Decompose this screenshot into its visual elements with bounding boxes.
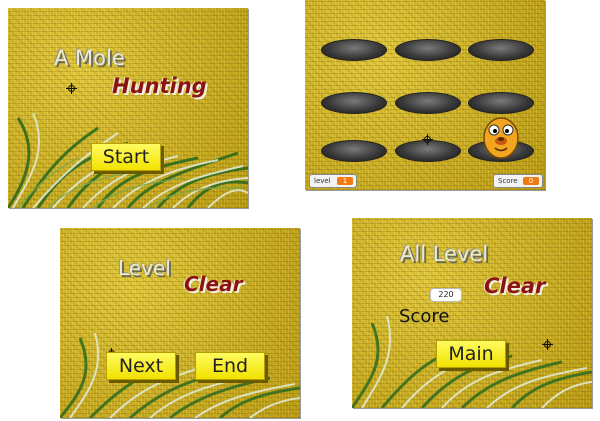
level-indicator: level 1 xyxy=(309,174,357,188)
final-score-value: 220 xyxy=(430,288,462,302)
score-indicator: Score 0 xyxy=(493,174,543,188)
title-screen-panel: A Mole Hunting Start xyxy=(8,8,248,208)
crosshair-icon xyxy=(542,339,553,350)
final-score-label: Score xyxy=(399,306,450,327)
level-word: Level xyxy=(118,256,171,280)
main-button[interactable]: Main xyxy=(436,340,506,368)
all-level-word: All Level xyxy=(400,242,489,266)
mole-hole[interactable] xyxy=(321,140,387,162)
level-label: level xyxy=(314,177,331,185)
title-line-1: A Mole xyxy=(54,46,125,70)
crosshair-icon xyxy=(66,83,77,94)
clear-word: Clear xyxy=(484,274,546,298)
mole-hole[interactable] xyxy=(395,39,461,61)
start-button[interactable]: Start xyxy=(91,143,161,171)
mole-hole[interactable] xyxy=(468,92,534,114)
mole-hole[interactable] xyxy=(321,92,387,114)
mole-hole[interactable] xyxy=(468,39,534,61)
end-button[interactable]: End xyxy=(195,352,265,380)
mole-hole[interactable] xyxy=(321,39,387,61)
next-button[interactable]: Next xyxy=(106,352,176,380)
level-value: 1 xyxy=(337,177,353,185)
title-line-2: Hunting xyxy=(112,74,207,98)
all-clear-panel: All Level Clear 220 Score Main xyxy=(352,218,592,408)
level-clear-panel: Level Clear Next End xyxy=(60,228,300,418)
score-label: Score xyxy=(498,177,518,185)
clear-word: Clear xyxy=(184,272,243,296)
mole-hole[interactable] xyxy=(395,92,461,114)
game-screen-panel: level 1 Score 0 xyxy=(305,0,545,190)
crosshair-icon xyxy=(422,134,433,145)
mole-icon[interactable] xyxy=(479,110,523,160)
score-value: 0 xyxy=(523,177,539,185)
